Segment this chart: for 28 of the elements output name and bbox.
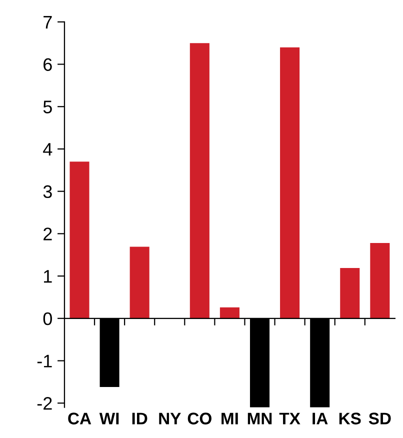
x-tick-label: MI <box>222 412 238 424</box>
bar <box>130 246 150 318</box>
bar <box>370 243 390 318</box>
x-tick-label: IA <box>312 412 328 424</box>
y-tick-label: 6 <box>44 58 52 71</box>
y-tick-label: -1 <box>37 354 52 368</box>
x-tick-label: MN <box>248 412 272 424</box>
bar <box>70 162 90 318</box>
y-tick-label: 5 <box>43 100 52 114</box>
bar <box>340 268 360 318</box>
x-tick-label: TX <box>279 412 300 424</box>
x-tick-label: WI <box>99 412 119 424</box>
x-tick-label: KS <box>339 412 361 424</box>
x-tick-label: SD <box>368 412 391 424</box>
bar <box>220 307 240 318</box>
x-tick-label: ID <box>132 412 148 424</box>
x-tick-label: CO <box>188 412 212 424</box>
bar <box>280 47 300 318</box>
x-tick-label: NY <box>159 412 181 424</box>
x-tick-label: CA <box>68 412 92 424</box>
y-tick-label: 7 <box>44 16 52 28</box>
bar <box>190 43 210 318</box>
y-tick-label: 4 <box>43 143 52 156</box>
y-tick-label: -2 <box>37 397 52 410</box>
y-tick-label: 1 <box>44 270 52 283</box>
y-tick-label: 3 <box>43 185 52 198</box>
y-tick-label: 0 <box>43 312 52 326</box>
y-tick-label: 2 <box>44 228 52 240</box>
